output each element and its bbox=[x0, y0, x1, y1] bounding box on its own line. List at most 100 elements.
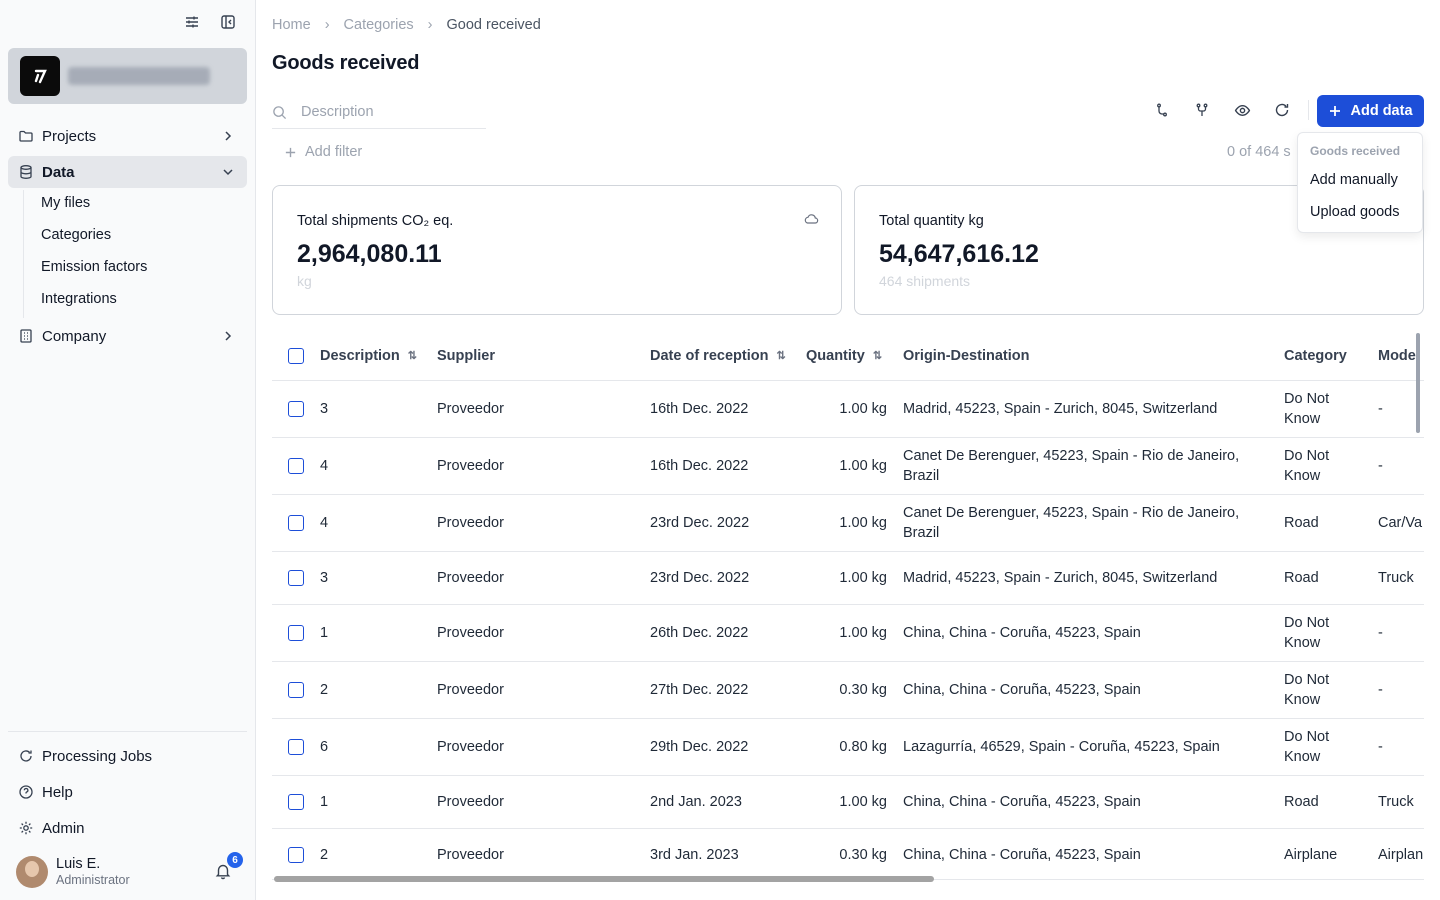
table-row[interactable]: 2 Proveedor 27th Dec. 2022 0.30 kg China, Ch… bbox=[272, 661, 1424, 719]
page-title: Goods received bbox=[272, 52, 420, 74]
row-checkbox[interactable] bbox=[288, 400, 304, 417]
cell-mode: Airplan bbox=[1378, 828, 1424, 879]
nav-data-label: Data bbox=[42, 163, 75, 181]
cell-mode: Car/Va bbox=[1378, 494, 1424, 552]
cell-quantity: 0.30 kg bbox=[806, 828, 903, 879]
selection-count: 0 of 464 s bbox=[1227, 144, 1291, 160]
submenu-guide-line bbox=[23, 190, 24, 318]
nav-company-label: Company bbox=[42, 327, 107, 345]
nav-admin[interactable]: Admin bbox=[8, 812, 247, 844]
cell-category: Road bbox=[1284, 494, 1378, 552]
sidebar-item-emission-factors[interactable]: Emission factors bbox=[41, 259, 148, 275]
refresh-icon bbox=[20, 750, 32, 762]
cell-mode: - bbox=[1378, 718, 1424, 776]
sort-icon[interactable]: ⇅ bbox=[776, 350, 786, 363]
cell-mode: - bbox=[1378, 661, 1424, 719]
cell-date: 2nd Jan. 2023 bbox=[650, 775, 806, 829]
table-row[interactable]: 1 Proveedor 2nd Jan. 2023 1.00 kg China, Chi… bbox=[272, 775, 1424, 829]
row-checkbox[interactable] bbox=[288, 681, 304, 698]
sidebar-item-categories[interactable]: Categories bbox=[41, 227, 112, 243]
add-filter-button[interactable]: Add filter bbox=[284, 144, 362, 160]
row-checkbox[interactable] bbox=[288, 624, 304, 641]
table-toolbar bbox=[1152, 100, 1292, 120]
menu-item-add-manually[interactable]: Add manually bbox=[1310, 172, 1398, 188]
eye-icon[interactable] bbox=[1232, 100, 1252, 120]
cell-quantity: 1.00 kg bbox=[806, 604, 903, 662]
table-row[interactable]: 1 Proveedor 26th Dec. 2022 1.00 kg China, Ch… bbox=[272, 604, 1424, 662]
user-role: Administrator bbox=[56, 873, 130, 887]
cell-supplier: Proveedor bbox=[437, 380, 650, 438]
collapse-sidebar-icon[interactable] bbox=[218, 12, 238, 32]
select-all-checkbox[interactable] bbox=[288, 347, 304, 364]
cell-category: Do Not Know bbox=[1284, 604, 1378, 662]
cell-mode: Truck bbox=[1378, 551, 1424, 605]
plus-icon bbox=[1330, 106, 1341, 116]
search-input[interactable] bbox=[301, 104, 471, 120]
cell-mode: - bbox=[1378, 437, 1424, 495]
horizontal-scrollbar[interactable] bbox=[274, 876, 934, 882]
co2-card-unit: kg bbox=[297, 273, 312, 289]
chevron-right-icon: › bbox=[324, 17, 330, 33]
cell-description: 4 bbox=[320, 437, 437, 495]
table-row[interactable]: 3 Proveedor 16th Dec. 2022 1.00 kg Madrid, 4… bbox=[272, 380, 1424, 438]
cell-description: 2 bbox=[320, 661, 437, 719]
chevron-right-icon: › bbox=[427, 17, 433, 33]
nav-company[interactable]: Company bbox=[8, 320, 247, 352]
sliders-icon[interactable] bbox=[182, 12, 202, 32]
row-checkbox[interactable] bbox=[288, 738, 304, 755]
merge-icon[interactable] bbox=[1192, 100, 1212, 120]
table-row[interactable]: 2 Proveedor 3rd Jan. 2023 0.30 kg China, Chi… bbox=[272, 828, 1424, 879]
breadcrumb-categories[interactable]: Categories bbox=[343, 17, 414, 33]
nav-processing-jobs-label: Processing Jobs bbox=[42, 747, 153, 765]
bell-icon[interactable] bbox=[214, 862, 232, 880]
column-header-quantity[interactable]: Quantity ⇅ bbox=[806, 332, 903, 381]
sidebar-item-integrations[interactable]: Integrations bbox=[41, 291, 117, 307]
nav-help[interactable]: Help bbox=[8, 776, 247, 808]
cell-origin-destination: China, China - Coruña, 45223, Spain bbox=[903, 661, 1284, 719]
breadcrumb: Home › Categories › Good received bbox=[272, 17, 541, 33]
cell-description: 4 bbox=[320, 494, 437, 552]
branch-icon[interactable] bbox=[1152, 100, 1172, 120]
nav-data[interactable]: Data bbox=[8, 156, 247, 188]
add-data-button[interactable]: Add data bbox=[1317, 95, 1424, 127]
cell-date: 27th Dec. 2022 bbox=[650, 661, 806, 719]
refresh-icon[interactable] bbox=[1272, 100, 1292, 120]
table-row[interactable]: 4 Proveedor 23rd Dec. 2022 1.00 kg Canet De … bbox=[272, 494, 1424, 552]
table-row[interactable]: 4 Proveedor 16th Dec. 2022 1.00 kg Canet De … bbox=[272, 437, 1424, 495]
cell-category: Road bbox=[1284, 551, 1378, 605]
sort-icon[interactable]: ⇅ bbox=[407, 350, 417, 363]
vertical-scrollbar[interactable] bbox=[1416, 333, 1420, 433]
row-checkbox[interactable] bbox=[288, 846, 304, 863]
sidebar-top-actions bbox=[182, 12, 238, 32]
row-checkbox[interactable] bbox=[288, 793, 304, 810]
user-profile[interactable]: Luis E. Administrator bbox=[16, 856, 130, 888]
nav-projects[interactable]: Projects bbox=[8, 120, 247, 152]
dropdown-header: Goods received bbox=[1310, 144, 1401, 158]
nav-projects-label: Projects bbox=[42, 127, 97, 145]
table-row[interactable]: 6 Proveedor 29th Dec. 2022 0.80 kg Lazagurrí… bbox=[272, 718, 1424, 776]
cell-description: 3 bbox=[320, 380, 437, 438]
co2-card-title: Total shipments CO₂ eq. bbox=[297, 213, 454, 229]
building-icon bbox=[20, 329, 32, 343]
organization-switcher[interactable] bbox=[8, 48, 247, 104]
sort-icon[interactable]: ⇅ bbox=[872, 350, 883, 363]
row-checkbox[interactable] bbox=[288, 514, 304, 531]
row-checkbox[interactable] bbox=[288, 457, 304, 474]
organization-name-redacted bbox=[68, 67, 210, 85]
menu-item-upload-goods[interactable]: Upload goods bbox=[1310, 204, 1400, 220]
column-header-date[interactable]: Date of reception ⇅ bbox=[650, 332, 806, 381]
column-header-description[interactable]: Description ⇅ bbox=[320, 332, 437, 381]
sidebar-item-my-files[interactable]: My files bbox=[41, 195, 91, 211]
cell-quantity: 1.00 kg bbox=[806, 437, 903, 495]
breadcrumb-home[interactable]: Home bbox=[272, 17, 311, 33]
search-bar bbox=[272, 96, 486, 129]
cell-origin-destination: Canet De Berenguer, 45223, Spain - Rio d… bbox=[903, 437, 1284, 495]
nav-processing-jobs[interactable]: Processing Jobs bbox=[8, 740, 247, 772]
row-checkbox[interactable] bbox=[288, 569, 304, 586]
cell-supplier: Proveedor bbox=[437, 494, 650, 552]
chevron-down-icon bbox=[223, 169, 233, 176]
qty-card-title: Total quantity kg bbox=[879, 213, 984, 229]
co2-summary-card: Total shipments CO₂ eq. 2,964,080.11 kg bbox=[272, 185, 842, 315]
cell-description: 1 bbox=[320, 604, 437, 662]
table-row[interactable]: 3 Proveedor 23rd Dec. 2022 1.00 kg Madrid, 4… bbox=[272, 551, 1424, 605]
